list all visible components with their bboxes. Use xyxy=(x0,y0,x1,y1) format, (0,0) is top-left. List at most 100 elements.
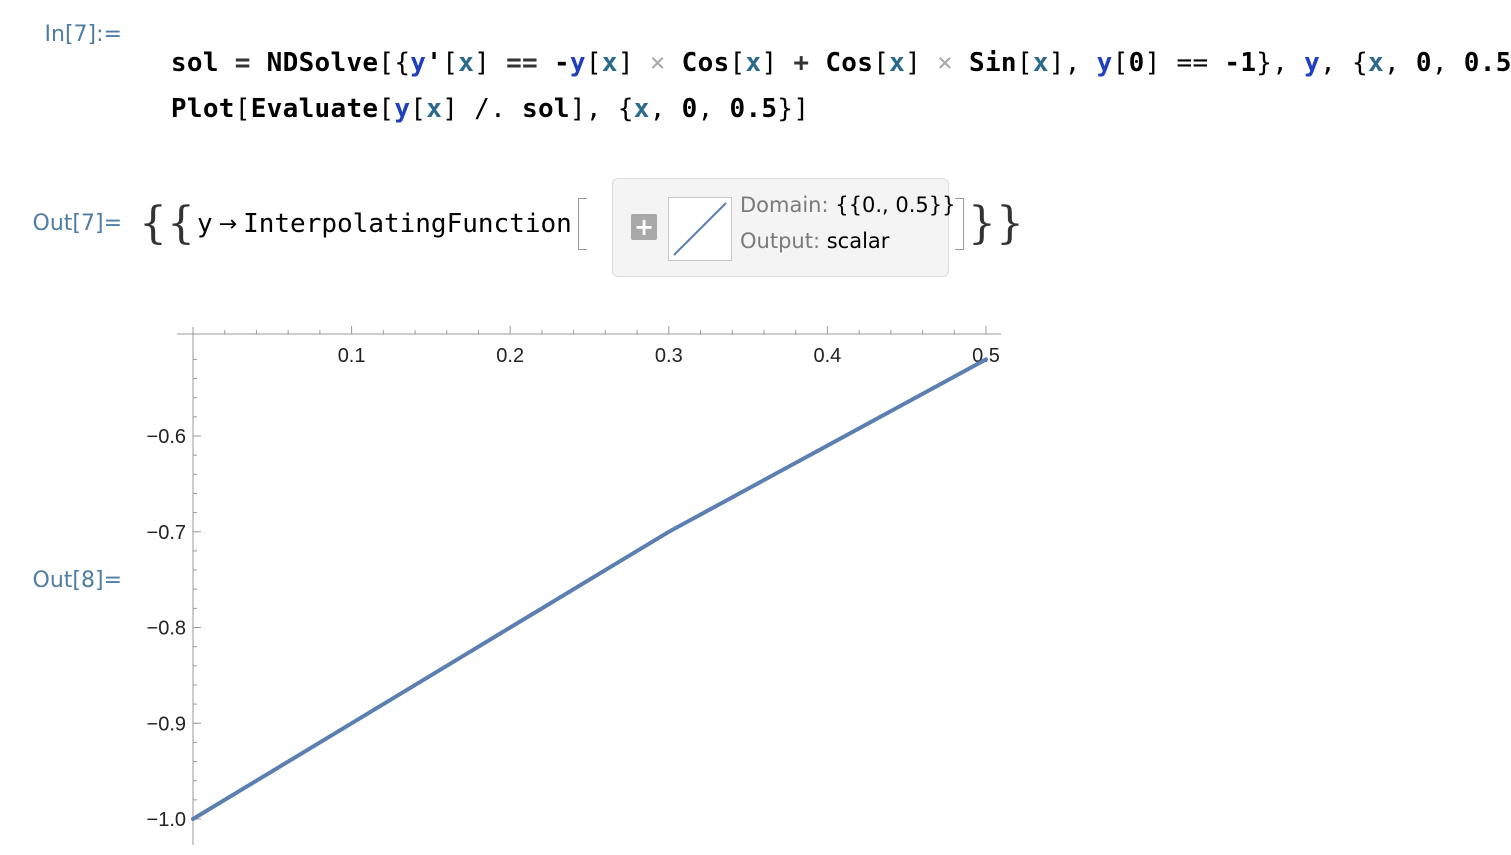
code-token: ] xyxy=(617,48,634,78)
code-token: ], { xyxy=(569,94,634,124)
code-token: ] xyxy=(474,48,491,78)
code-token: x xyxy=(1032,48,1049,78)
code-token: [ xyxy=(729,48,746,78)
open-bracket xyxy=(577,198,587,250)
input-line-2[interactable]: Plot[Evaluate[y[x] /. sol], {x, 0, 0.5}] xyxy=(139,64,809,124)
code-token: y xyxy=(569,48,586,78)
y-tick-label: −0.8 xyxy=(147,618,186,640)
code-token: 0.5 xyxy=(729,94,778,124)
code-token: , xyxy=(649,94,682,124)
output-8-label: Out[8]= xyxy=(32,568,122,593)
interpolating-function-head: InterpolatingFunction xyxy=(243,209,572,239)
code-token: Cos xyxy=(825,48,874,78)
close-brace: } xyxy=(996,198,1024,249)
x-tick-label: 0.5 xyxy=(972,345,1000,367)
output-7-expression: { { y → InterpolatingFunction xyxy=(139,194,587,254)
open-brace: { xyxy=(167,198,195,249)
code-token: NDSolve xyxy=(266,48,379,78)
code-token: y xyxy=(410,48,427,78)
code-token: Plot xyxy=(170,94,235,124)
code-token: [ xyxy=(1016,48,1033,78)
x-tick-label: 0.1 xyxy=(338,345,366,367)
code-token: 0 xyxy=(1128,48,1145,78)
series-line xyxy=(191,357,988,821)
code-token: × xyxy=(921,48,969,78)
code-token: x xyxy=(633,94,650,124)
code-token: 0 xyxy=(681,94,698,124)
code-token: x xyxy=(745,48,762,78)
y-tick-label: −0.9 xyxy=(147,713,186,735)
code-token: x xyxy=(458,48,475,78)
code-token: , xyxy=(1431,48,1464,78)
input-label: In[7]:= xyxy=(44,22,122,47)
code-token: ] == xyxy=(1144,48,1225,78)
code-token: - xyxy=(1224,48,1241,78)
code-token: [ xyxy=(442,48,459,78)
output-row: Output: scalar xyxy=(740,229,889,253)
code-token: x xyxy=(1368,48,1384,78)
code-token: 0 xyxy=(1415,48,1432,78)
code-token: Sin xyxy=(968,48,1017,78)
code-token: [ xyxy=(234,94,251,124)
rule-arrow: → xyxy=(218,211,238,237)
code-token: }, xyxy=(1256,48,1305,78)
code-token: y xyxy=(1096,48,1113,78)
code-token: [ xyxy=(378,94,395,124)
output-key: Output: xyxy=(740,229,821,253)
code-token: ' xyxy=(426,48,443,78)
code-token: Cos xyxy=(681,48,730,78)
close-bracket xyxy=(955,198,964,250)
output-symbol: y xyxy=(197,209,213,239)
code-token: × xyxy=(633,48,682,78)
code-token: Evaluate xyxy=(250,94,379,124)
output-7-closing: } } xyxy=(955,194,1024,254)
thumbnail-plot-icon xyxy=(673,202,727,256)
code-token: - xyxy=(553,48,570,78)
expand-icon[interactable]: + xyxy=(631,214,657,240)
plot-ticks: 0.1 0.2 0.3 0.4 0.5 −0.6 −0.7 −0.8 −0.9 −1.0 xyxy=(147,326,1000,831)
code-token: y xyxy=(1304,48,1321,78)
input-line-1[interactable]: sol = NDSolve[{y'[x] == -y[x] × Cos[x] +… xyxy=(139,18,1511,78)
code-token: x xyxy=(601,48,618,78)
code-token: y xyxy=(394,94,411,124)
plot-axes xyxy=(177,327,1001,845)
code-token: sol xyxy=(170,48,219,78)
function-thumbnail xyxy=(668,197,732,261)
code-token: ], xyxy=(1048,48,1097,78)
code-token: , xyxy=(697,94,730,124)
x-tick-label: 0.2 xyxy=(496,345,524,367)
code-token: [ xyxy=(410,94,427,124)
open-brace: { xyxy=(139,198,167,249)
close-brace: } xyxy=(968,198,996,249)
interpolating-function-summary[interactable]: + Domain: {{0., 0.5}} Output: scalar xyxy=(612,178,956,277)
y-tick-label: −0.7 xyxy=(147,522,186,544)
code-token: [ xyxy=(585,48,602,78)
code-token: 0.5 xyxy=(1463,48,1511,78)
code-token: x xyxy=(889,48,906,78)
code-token: [ xyxy=(1112,48,1129,78)
code-token: }] xyxy=(777,94,810,124)
code-token: , { xyxy=(1320,48,1369,78)
code-token: sol xyxy=(522,94,570,124)
domain-value: {{0., 0.5}} xyxy=(835,193,956,217)
y-tick-label: −0.6 xyxy=(147,426,186,448)
code-token: ] /. xyxy=(442,94,523,124)
x-tick-label: 0.3 xyxy=(655,345,683,367)
code-token: = xyxy=(218,48,267,78)
x-tick-label: 0.4 xyxy=(813,345,841,367)
code-token: ] xyxy=(905,48,922,78)
output-value: scalar xyxy=(826,229,890,253)
code-token: x xyxy=(426,94,443,124)
y-tick-label: −1.0 xyxy=(147,809,186,831)
code-token: , xyxy=(1383,48,1416,78)
domain-row: Domain: {{0., 0.5}} xyxy=(740,193,956,217)
code-token: + xyxy=(777,48,826,78)
domain-key: Domain: xyxy=(740,193,829,217)
code-token: [ xyxy=(873,48,890,78)
code-token: [{ xyxy=(378,48,411,78)
output-7-label: Out[7]= xyxy=(32,211,122,236)
code-token: ] xyxy=(761,48,778,78)
code-token: == xyxy=(490,48,554,78)
code-token: 1 xyxy=(1240,48,1257,78)
